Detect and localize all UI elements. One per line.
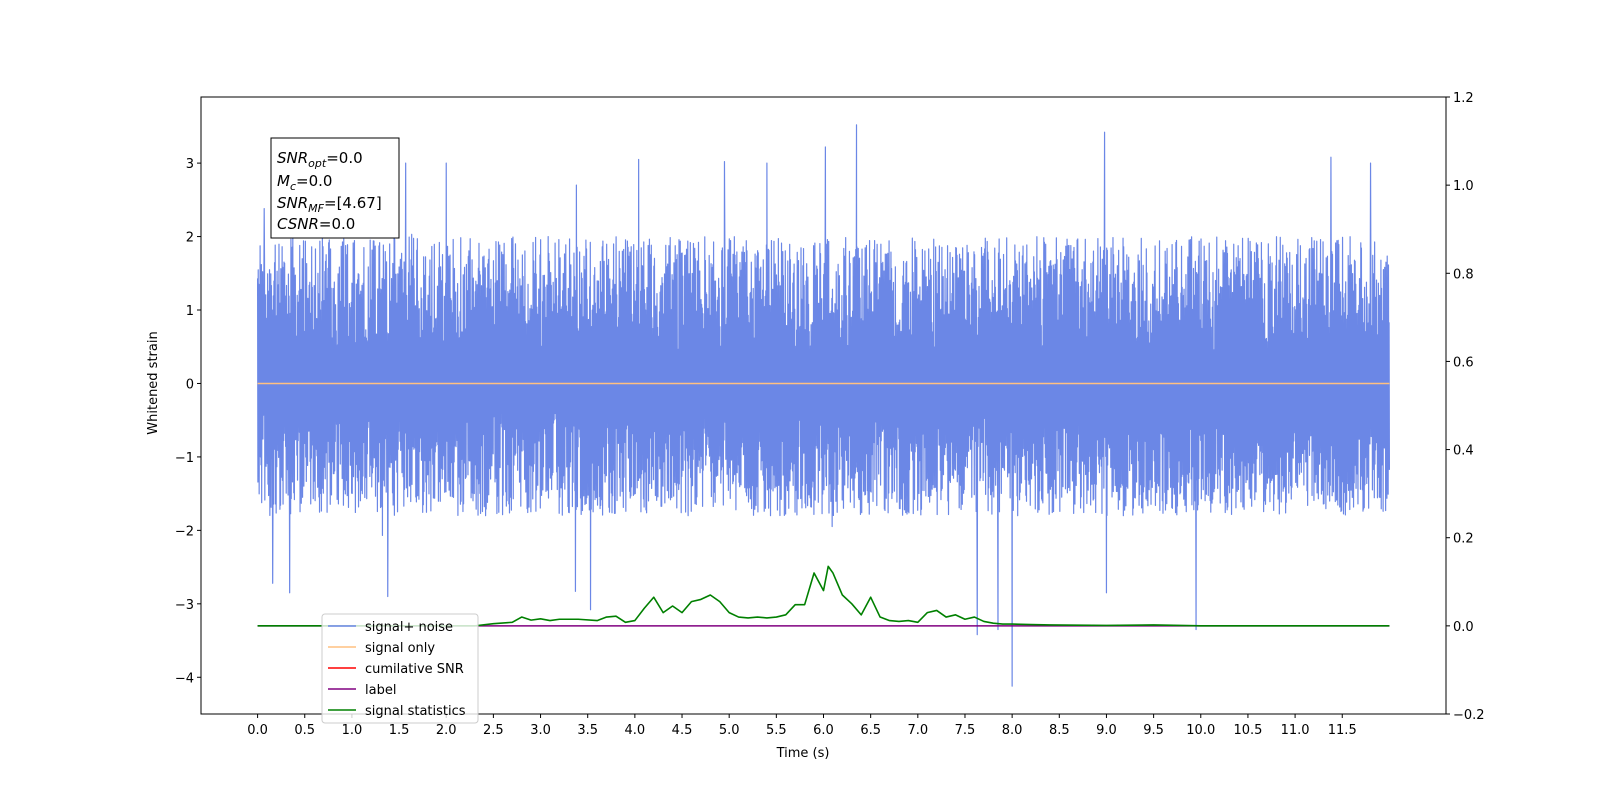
- x-tick-label: 1.0: [342, 723, 363, 738]
- legend-label-signal-statistics: signal statistics: [365, 704, 466, 719]
- x-tick-label: 3.5: [577, 723, 598, 738]
- legend-label-signal-noise: signal+ noise: [365, 620, 453, 635]
- x-tick-label: 0.0: [247, 723, 268, 738]
- x-tick-label: 5.0: [719, 723, 740, 738]
- y-tick-label: 3: [186, 157, 194, 172]
- axes: 0.0 0.5 1.0 1.5 2.0 2.5 3.0 3.5 4.0 4.5 5.0 5.5 6.0 6…: [175, 91, 1485, 738]
- legend-entry-cumilative-snr: cumilative SNR: [328, 662, 464, 677]
- x-tick-label: 2.5: [483, 723, 504, 738]
- y-tick-label: 1: [186, 304, 194, 319]
- y-tick-label: −4: [175, 671, 194, 686]
- x-axis-label: Time (s): [776, 746, 830, 761]
- y2-tick-label: −0.2: [1453, 708, 1485, 723]
- x-tick-label: 11.0: [1281, 723, 1310, 738]
- y2-tick-label: 0.4: [1453, 444, 1474, 459]
- x-tick-label: 6.5: [860, 723, 881, 738]
- y2-tick-label: 0.8: [1453, 267, 1474, 282]
- y-tick-label: −3: [175, 598, 194, 613]
- legend-entry-signal-noise: signal+ noise: [328, 620, 453, 635]
- annotation-box: SNRopt=0.0 Mc=0.0 SNRMF=[4.67] CSNR=0.0: [270, 137, 400, 239]
- annotation-snr-mf: SNRMF=[4.67]: [277, 194, 382, 215]
- annotation-csnr: CSNR=0.0: [277, 215, 355, 233]
- x-tick-label: 6.0: [813, 723, 834, 738]
- x-tick-label: 4.0: [625, 723, 646, 738]
- y2-tick-label: 0.0: [1453, 620, 1474, 635]
- x-tick-label: 8.5: [1049, 723, 1070, 738]
- y-tick-label: −2: [175, 524, 194, 539]
- x-tick-label: 9.5: [1143, 723, 1164, 738]
- x-tick-label: 10.5: [1233, 723, 1262, 738]
- x-tick-label: 3.0: [530, 723, 551, 738]
- x-tick-label: 7.5: [955, 723, 976, 738]
- legend-label-cumilative-snr: cumilative SNR: [365, 662, 464, 677]
- legend-label-signal-only: signal only: [365, 641, 435, 656]
- y2-tick-label: 0.2: [1453, 532, 1474, 547]
- x-tick-label: 1.5: [389, 723, 410, 738]
- x-tick-label: 4.5: [672, 723, 693, 738]
- annotation-frame: [270, 137, 400, 239]
- x-tick-label: 9.0: [1096, 723, 1117, 738]
- x-tick-label: 8.0: [1002, 723, 1023, 738]
- y2-tick-label: 1.2: [1453, 91, 1474, 106]
- x-tick-label: 11.5: [1328, 723, 1357, 738]
- legend-frame: [321, 613, 479, 724]
- y-tick-label: 2: [186, 231, 194, 246]
- x-tick-label: 5.5: [766, 723, 787, 738]
- x-tick-label: 0.5: [294, 723, 315, 738]
- series-signal-statistics-line: [257, 565, 1390, 627]
- y-axis-label: Whitened strain: [146, 331, 161, 434]
- x-tick-label: 10.0: [1186, 723, 1215, 738]
- series-signal-noise-line: [256, 124, 1391, 687]
- legend-entry-label: label: [328, 683, 396, 698]
- legend-label-label: label: [365, 683, 396, 698]
- annotation-mc: Mc=0.0: [277, 172, 332, 193]
- legend-entry-signal-only: signal only: [328, 641, 435, 656]
- legend: signal+ noise signal only cumilative SNR…: [321, 613, 479, 724]
- x-tick-label: 2.0: [436, 723, 457, 738]
- y2-tick-label: 1.0: [1453, 179, 1474, 194]
- y2-tick-label: 0.6: [1453, 355, 1474, 370]
- y-tick-label: −1: [175, 451, 194, 466]
- x-tick-label: 7.0: [907, 723, 928, 738]
- y-tick-label: 0: [186, 377, 194, 392]
- legend-entry-signal-statistics: signal statistics: [328, 704, 466, 719]
- annotation-snr-opt: SNRopt=0.0: [277, 149, 363, 170]
